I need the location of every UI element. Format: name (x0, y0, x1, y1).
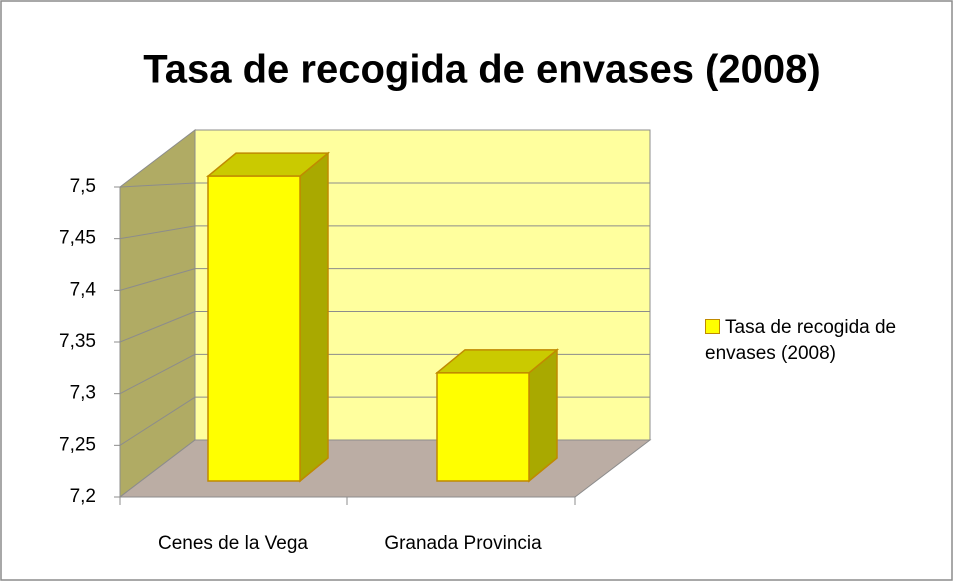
grid-line (119, 311, 196, 343)
y-tick-label: 7,35 (59, 331, 96, 352)
bar (434, 348, 560, 483)
grid-line (119, 268, 196, 291)
y-tick-label: 7,25 (59, 434, 96, 455)
grid-line (119, 396, 196, 446)
y-tick-label: 7,5 (70, 176, 96, 197)
legend: Tasa de recogida de envases (2008) (705, 315, 945, 367)
chart-title: Tasa de recogida de envases (2008) (143, 48, 820, 92)
bar-front (207, 175, 301, 482)
grid-line (119, 353, 196, 395)
bar-side (299, 151, 329, 483)
bar (205, 151, 331, 483)
legend-label: Tasa de recogida de envases (2008) (705, 317, 897, 364)
legend-swatch (705, 319, 720, 334)
bar-front (436, 372, 530, 482)
y-tick-label: 7,4 (70, 279, 97, 300)
y-tick-label: 7,2 (70, 486, 96, 507)
grid-line (119, 225, 196, 240)
x-tick-label: Cenes de la Vega (158, 533, 308, 554)
floor (118, 439, 652, 498)
y-tick-label: 7,45 (59, 228, 96, 249)
grid-line (119, 182, 196, 188)
y-tick-label: 7,3 (70, 383, 96, 404)
x-tick-label: Granada Provincia (384, 533, 542, 554)
